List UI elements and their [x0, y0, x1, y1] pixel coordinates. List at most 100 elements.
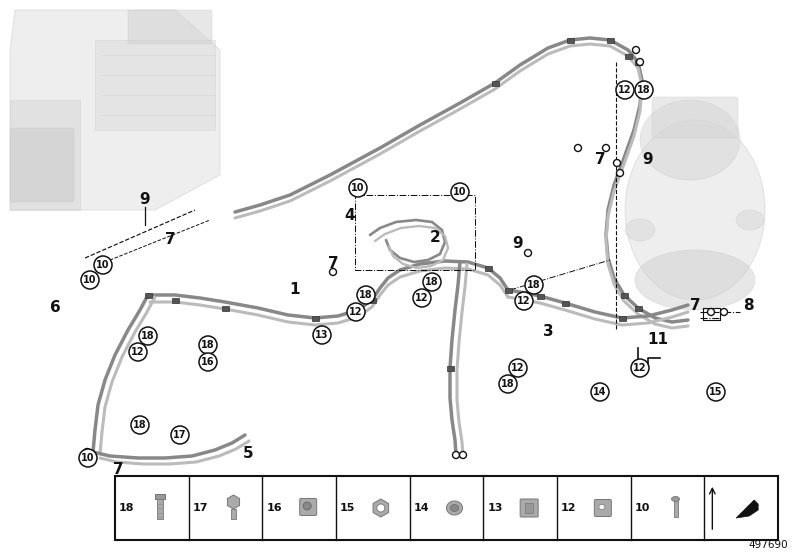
Bar: [446, 366, 454, 371]
Text: 18: 18: [141, 331, 155, 341]
FancyBboxPatch shape: [520, 499, 538, 517]
Text: 18: 18: [637, 85, 651, 95]
Circle shape: [79, 449, 97, 467]
Ellipse shape: [377, 504, 385, 512]
Text: 15: 15: [340, 503, 355, 513]
Circle shape: [199, 336, 217, 354]
Circle shape: [199, 353, 217, 371]
Circle shape: [451, 183, 469, 201]
Ellipse shape: [446, 501, 462, 515]
Bar: [674, 499, 678, 517]
Text: 12: 12: [561, 503, 577, 513]
Circle shape: [347, 303, 365, 321]
Text: 3: 3: [542, 324, 554, 339]
FancyBboxPatch shape: [594, 500, 611, 516]
Text: 12: 12: [415, 293, 429, 303]
Text: 7: 7: [328, 255, 338, 270]
Bar: [618, 315, 626, 320]
Circle shape: [525, 250, 531, 256]
Text: 10: 10: [454, 187, 466, 197]
Text: 10: 10: [82, 453, 94, 463]
Circle shape: [616, 81, 634, 99]
Circle shape: [707, 309, 714, 315]
Circle shape: [509, 359, 527, 377]
Circle shape: [98, 256, 106, 264]
Text: 9: 9: [140, 193, 150, 208]
Text: 18: 18: [359, 290, 373, 300]
Text: 17: 17: [174, 430, 186, 440]
Ellipse shape: [736, 210, 764, 230]
Text: 18: 18: [201, 340, 215, 350]
Text: 14: 14: [594, 387, 606, 397]
Text: 7: 7: [594, 152, 606, 167]
Circle shape: [515, 292, 533, 310]
Text: 12: 12: [511, 363, 525, 373]
Circle shape: [131, 416, 149, 434]
Text: 10: 10: [83, 275, 97, 285]
Bar: [566, 38, 574, 43]
Bar: [491, 81, 498, 86]
Bar: [537, 293, 543, 298]
Bar: [562, 301, 569, 306]
Bar: [621, 292, 627, 297]
Circle shape: [525, 276, 543, 294]
Circle shape: [631, 359, 649, 377]
Text: 7: 7: [690, 297, 700, 312]
Bar: [485, 265, 491, 270]
Ellipse shape: [640, 100, 740, 180]
Circle shape: [313, 326, 331, 344]
Text: 10: 10: [351, 183, 365, 193]
Circle shape: [81, 271, 99, 289]
Text: 12: 12: [618, 85, 632, 95]
Text: 18: 18: [133, 420, 147, 430]
Circle shape: [423, 273, 441, 291]
Text: 5: 5: [242, 446, 254, 461]
Ellipse shape: [599, 505, 605, 510]
FancyBboxPatch shape: [10, 128, 74, 202]
Bar: [369, 297, 375, 302]
Ellipse shape: [450, 505, 458, 511]
FancyBboxPatch shape: [300, 498, 317, 516]
Text: 17: 17: [193, 503, 208, 513]
Bar: [634, 306, 642, 310]
Circle shape: [83, 449, 90, 455]
Text: 9: 9: [642, 152, 654, 167]
Circle shape: [94, 256, 112, 274]
Circle shape: [617, 170, 623, 176]
Ellipse shape: [671, 497, 679, 502]
Circle shape: [574, 144, 582, 152]
Polygon shape: [10, 10, 220, 210]
Circle shape: [459, 451, 466, 459]
Text: 7: 7: [165, 232, 175, 248]
FancyBboxPatch shape: [128, 10, 212, 44]
Ellipse shape: [625, 120, 765, 300]
Circle shape: [614, 160, 621, 166]
Circle shape: [139, 327, 157, 345]
Text: 15: 15: [710, 387, 722, 397]
Circle shape: [330, 268, 337, 276]
Polygon shape: [95, 40, 215, 130]
Ellipse shape: [635, 250, 755, 310]
Circle shape: [707, 383, 725, 401]
Text: 12: 12: [131, 347, 145, 357]
Bar: [157, 497, 163, 519]
Circle shape: [591, 383, 609, 401]
Text: 13: 13: [315, 330, 329, 340]
Text: 18: 18: [425, 277, 439, 287]
Circle shape: [413, 289, 431, 307]
Text: 12: 12: [518, 296, 530, 306]
Text: 1: 1: [290, 282, 300, 297]
FancyBboxPatch shape: [652, 97, 738, 138]
Circle shape: [499, 375, 517, 393]
Circle shape: [357, 286, 375, 304]
Bar: [311, 315, 318, 320]
Text: 9: 9: [513, 236, 523, 251]
Bar: [606, 38, 614, 43]
Circle shape: [129, 343, 147, 361]
Text: 10: 10: [634, 503, 650, 513]
Text: 12: 12: [634, 363, 646, 373]
Text: 2: 2: [430, 231, 440, 245]
Text: 14: 14: [414, 503, 430, 513]
Circle shape: [349, 179, 367, 197]
Circle shape: [453, 451, 459, 459]
